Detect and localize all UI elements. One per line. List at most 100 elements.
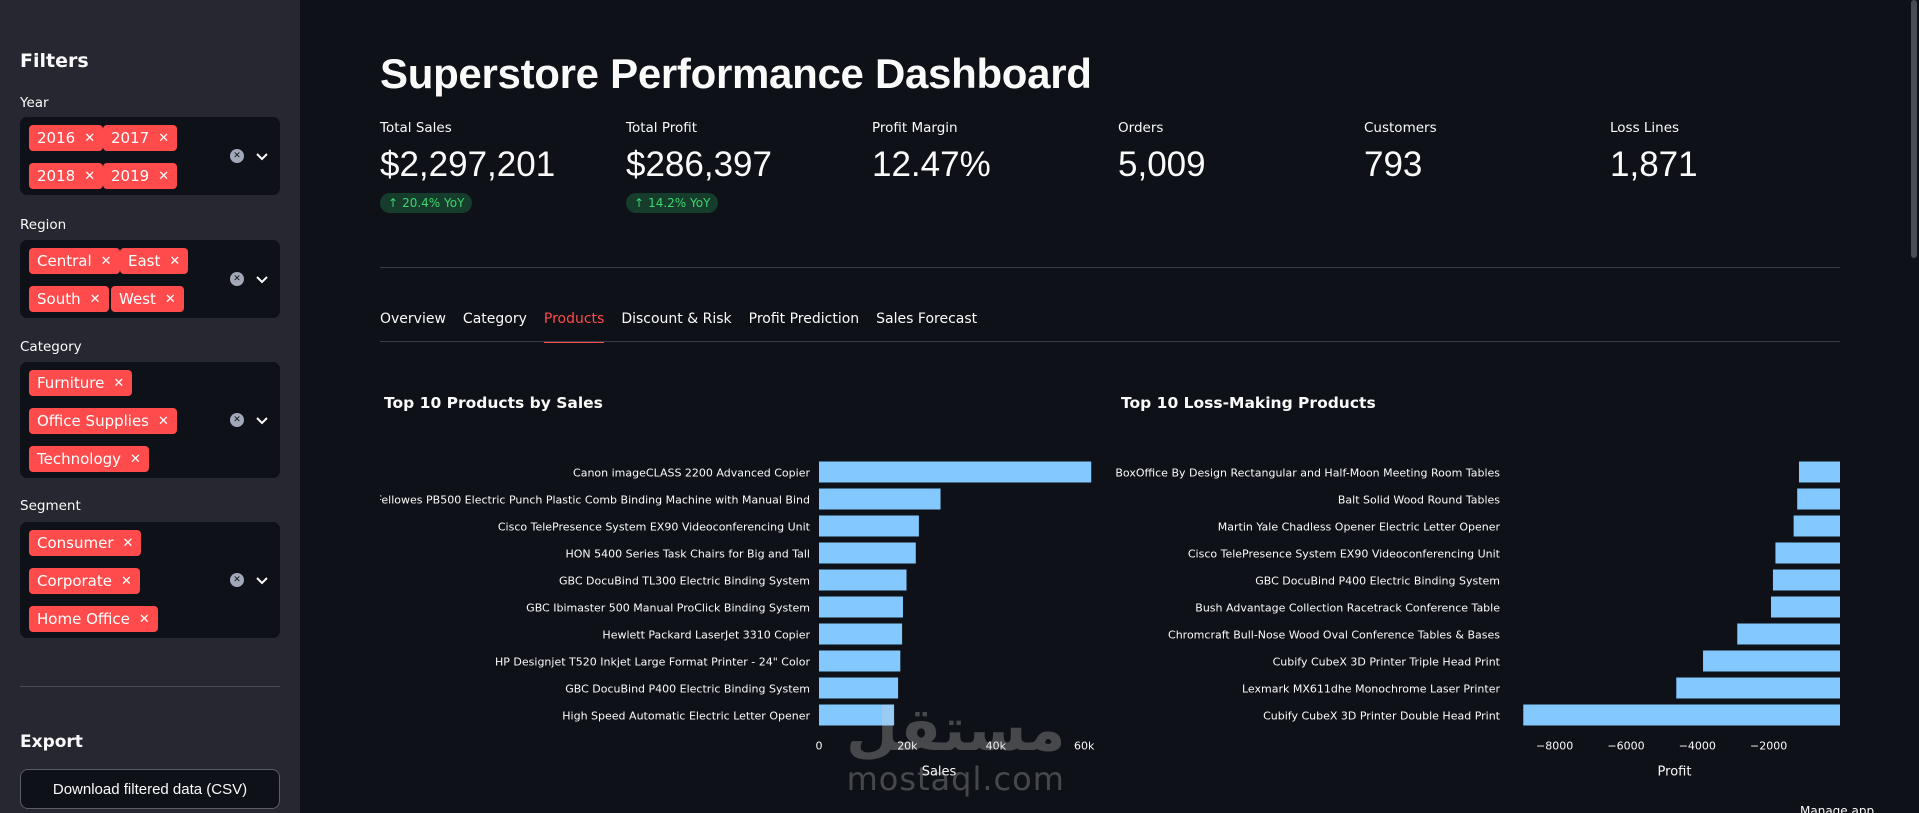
remove-chip-icon[interactable]: ✕ — [100, 253, 112, 269]
y-tick-label: Lexmark MX611dhe Monochrome Laser Printe… — [1242, 683, 1500, 696]
chip-home-office[interactable]: Home Office ✕ — [29, 606, 158, 632]
y-tick-label: High Speed Automatic Electric Letter Ope… — [562, 710, 810, 723]
section-divider — [380, 267, 1840, 268]
metric-label: Loss Lines — [1610, 120, 1680, 136]
metric-value: 12.47% — [872, 145, 991, 184]
chip-west[interactable]: West ✕ — [111, 286, 184, 312]
metric-profit-margin: Profit Margin 12.47% — [872, 120, 1112, 185]
chip-2017[interactable]: 2017 ✕ — [103, 125, 178, 151]
tab-sales-forecast[interactable]: Sales Forecast — [876, 311, 978, 327]
remove-chip-icon[interactable]: ✕ — [158, 168, 170, 184]
remove-chip-icon[interactable]: ✕ — [89, 291, 101, 307]
download-csv-button[interactable]: Download filtered data (CSV) — [20, 769, 280, 809]
chip-consumer[interactable]: Consumer ✕ — [29, 530, 142, 556]
remove-chip-icon[interactable]: ✕ — [158, 130, 170, 146]
bar[interactable] — [819, 650, 901, 672]
chip-central[interactable]: Central ✕ — [29, 248, 120, 274]
remove-chip-icon[interactable]: ✕ — [113, 375, 125, 391]
metric-value: 793 — [1364, 145, 1423, 184]
bar[interactable] — [819, 596, 903, 618]
remove-chip-icon[interactable]: ✕ — [130, 451, 141, 467]
bar[interactable] — [819, 461, 1092, 483]
clear-all-icon[interactable]: ✕ — [230, 413, 244, 427]
tab-bar: Overview Category Products Discount & Ri… — [380, 311, 994, 343]
top-products-sales-chart: Canon imageCLASS 2200 Advanced Copier Fel… — [380, 461, 1095, 780]
bar[interactable] — [1523, 704, 1840, 726]
bar[interactable] — [1676, 677, 1840, 699]
chip-2018[interactable]: 2018 ✕ — [29, 163, 104, 189]
chip-2016[interactable]: 2016 ✕ — [29, 125, 104, 151]
chip-label: Technology — [37, 450, 122, 468]
bar[interactable] — [1703, 650, 1840, 672]
chip-south[interactable]: South ✕ — [29, 286, 109, 312]
export-heading: Export — [20, 732, 83, 752]
bar[interactable] — [819, 677, 899, 699]
chevron-down-icon[interactable] — [254, 271, 270, 287]
chip-east[interactable]: East ✕ — [120, 248, 189, 274]
chip-technology[interactable]: Technology ✕ — [29, 446, 149, 472]
filter-label-segment: Segment — [20, 498, 81, 514]
x-tick-label: −8000 — [1536, 740, 1573, 753]
tab-overview[interactable]: Overview — [380, 311, 446, 327]
chevron-down-icon[interactable] — [254, 148, 270, 164]
y-tick-label: GBC DocuBind P400 Electric Binding Syste… — [565, 683, 810, 696]
chevron-down-icon[interactable] — [254, 572, 270, 588]
metric-loss-lines: Loss Lines 1,871 — [1610, 120, 1850, 185]
bar[interactable] — [819, 542, 916, 564]
delta-text: 20.4% YoY — [402, 196, 465, 210]
x-tick-label: 60k — [1074, 740, 1095, 753]
tab-discount-risk[interactable]: Discount & Risk — [621, 311, 732, 327]
bar[interactable] — [1775, 542, 1840, 564]
year-multiselect[interactable]: 2016 ✕ 2017 ✕ 2018 ✕ 2019 ✕ ✕ — [20, 117, 280, 195]
remove-chip-icon[interactable]: ✕ — [84, 168, 96, 184]
segment-multiselect[interactable]: Consumer ✕ Corporate ✕ Home Office ✕ ✕ — [20, 522, 280, 638]
bar[interactable] — [819, 488, 941, 510]
scrollbar[interactable] — [1911, 0, 1917, 258]
bar[interactable] — [819, 623, 903, 645]
remove-chip-icon[interactable]: ✕ — [138, 611, 150, 627]
x-tick-label: −4000 — [1679, 740, 1716, 753]
remove-chip-icon[interactable]: ✕ — [84, 130, 96, 146]
clear-all-icon[interactable]: ✕ — [230, 573, 244, 587]
bar[interactable] — [819, 515, 919, 537]
y-tick-label: Hewlett Packard LaserJet 3310 Copier — [602, 629, 810, 642]
bar[interactable] — [1772, 569, 1840, 591]
metric-label: Total Sales — [380, 120, 452, 136]
remove-chip-icon[interactable]: ✕ — [122, 535, 134, 551]
y-tick-label: GBC DocuBind P400 Electric Binding Syste… — [1255, 575, 1500, 588]
chevron-down-icon[interactable] — [254, 412, 270, 428]
bar[interactable] — [819, 569, 907, 591]
metric-delta: ↑ 14.2% YoY — [626, 193, 719, 213]
bar[interactable] — [1797, 488, 1840, 510]
bar[interactable] — [1770, 596, 1840, 618]
chip-furniture[interactable]: Furniture ✕ — [29, 370, 133, 396]
category-multiselect[interactable]: Furniture ✕ Office Supplies ✕ Technology ✕ … — [20, 362, 280, 478]
chip-2019[interactable]: 2019 ✕ — [103, 163, 178, 189]
filter-label-region: Region — [20, 217, 67, 233]
bar[interactable] — [819, 704, 895, 726]
remove-chip-icon[interactable]: ✕ — [121, 573, 132, 589]
tab-category[interactable]: Category — [462, 311, 527, 327]
remove-chip-icon[interactable]: ✕ — [164, 291, 176, 307]
clear-all-icon[interactable]: ✕ — [230, 272, 244, 286]
y-tick-label: Cubify CubeX 3D Printer Double Head Prin… — [1263, 710, 1501, 723]
page-title: Superstore Performance Dashboard — [380, 50, 1092, 97]
y-tick-label: Chromcraft Bull-Nose Wood Oval Conferenc… — [1168, 629, 1500, 642]
bar[interactable] — [1737, 623, 1840, 645]
chip-office-supplies[interactable]: Office Supplies ✕ — [29, 408, 177, 434]
metric-label: Customers — [1364, 120, 1437, 136]
tab-products[interactable]: Products — [543, 311, 605, 343]
metric-value: 5,009 — [1118, 145, 1206, 184]
clear-all-icon[interactable]: ✕ — [230, 149, 244, 163]
bar[interactable] — [1793, 515, 1840, 537]
bar[interactable] — [1798, 461, 1840, 483]
chip-label: 2018 — [37, 167, 76, 185]
y-tick-label: Balt Solid Wood Round Tables — [1338, 494, 1500, 507]
remove-chip-icon[interactable]: ✕ — [169, 253, 181, 269]
region-multiselect[interactable]: Central ✕ East ✕ South ✕ West ✕ ✕ — [20, 240, 280, 318]
manage-app-link[interactable]: Manage app — [1800, 804, 1875, 813]
tab-profit-prediction[interactable]: Profit Prediction — [748, 311, 860, 327]
y-tick-label: HP Designjet T520 Inkjet Large Format Pr… — [495, 656, 810, 669]
chip-corporate[interactable]: Corporate ✕ — [29, 568, 140, 594]
remove-chip-icon[interactable]: ✕ — [158, 413, 169, 429]
